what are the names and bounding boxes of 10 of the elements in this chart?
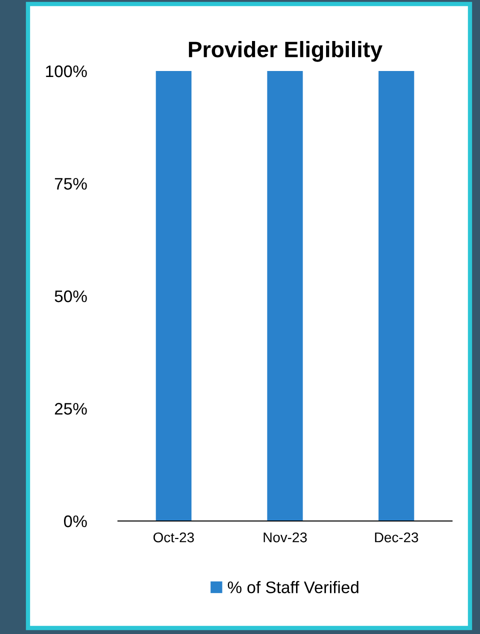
legend-label: % of Staff Verified [228, 581, 358, 594]
x-tick-label: Nov-23 [264, 532, 307, 542]
x-tick-label: Oct-23 [153, 532, 194, 542]
y-tick-label: 25% [54, 402, 87, 415]
x-tick-label: Dec-23 [375, 532, 418, 542]
y-tick-label: 50% [54, 290, 87, 302]
y-tick-label: 75% [54, 178, 87, 190]
chart-title: Provider Eligibility [188, 41, 382, 62]
y-tick-label: 100% [46, 65, 87, 78]
y-tick-label: 0% [64, 515, 87, 528]
